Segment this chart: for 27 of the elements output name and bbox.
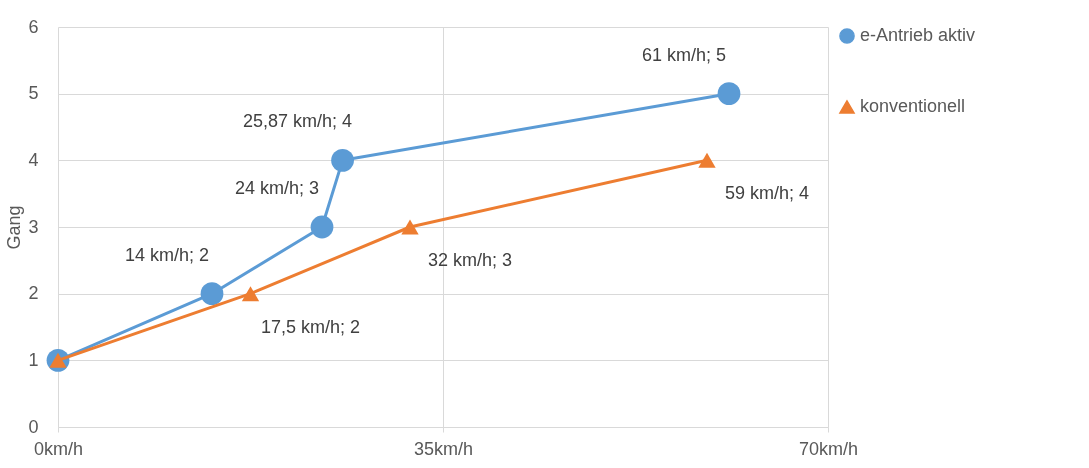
point	[331, 148, 354, 172]
data-label: 17,5 km/h; 2	[260, 316, 361, 337]
data-label: 25,87 km/h; 4	[243, 111, 353, 132]
y-tick-label: 6	[28, 16, 39, 37]
legend-label: konventionell	[860, 96, 966, 116]
y-tick-label: 4	[28, 149, 39, 170]
data-label: 24 km/h; 3	[234, 178, 320, 198]
y-tick-label: 2	[28, 283, 39, 304]
point	[698, 152, 716, 168]
point	[241, 286, 260, 302]
x-tick-label: 0km/h	[33, 438, 84, 459]
data-label: 14 km/h; 2	[124, 244, 210, 265]
data-label: 61 km/h; 5	[641, 44, 727, 65]
x-tick-label: 35km/h	[413, 438, 474, 459]
point	[401, 219, 419, 235]
point	[200, 282, 224, 306]
point	[717, 82, 741, 106]
data-label: 32 km/h; 3	[427, 250, 513, 270]
y-axis-title: Gang	[4, 205, 25, 250]
y-tick-label: 1	[28, 349, 39, 370]
y-tick-label: 3	[28, 216, 39, 237]
legend-label: e-Antrieb aktiv	[860, 25, 976, 45]
y-tick-label: 5	[28, 83, 39, 104]
x-tick-label: 70km/h	[798, 438, 859, 459]
point	[310, 215, 334, 239]
data-label: 59 km/h; 4	[724, 183, 810, 204]
y-tick-label: 0	[28, 416, 39, 437]
